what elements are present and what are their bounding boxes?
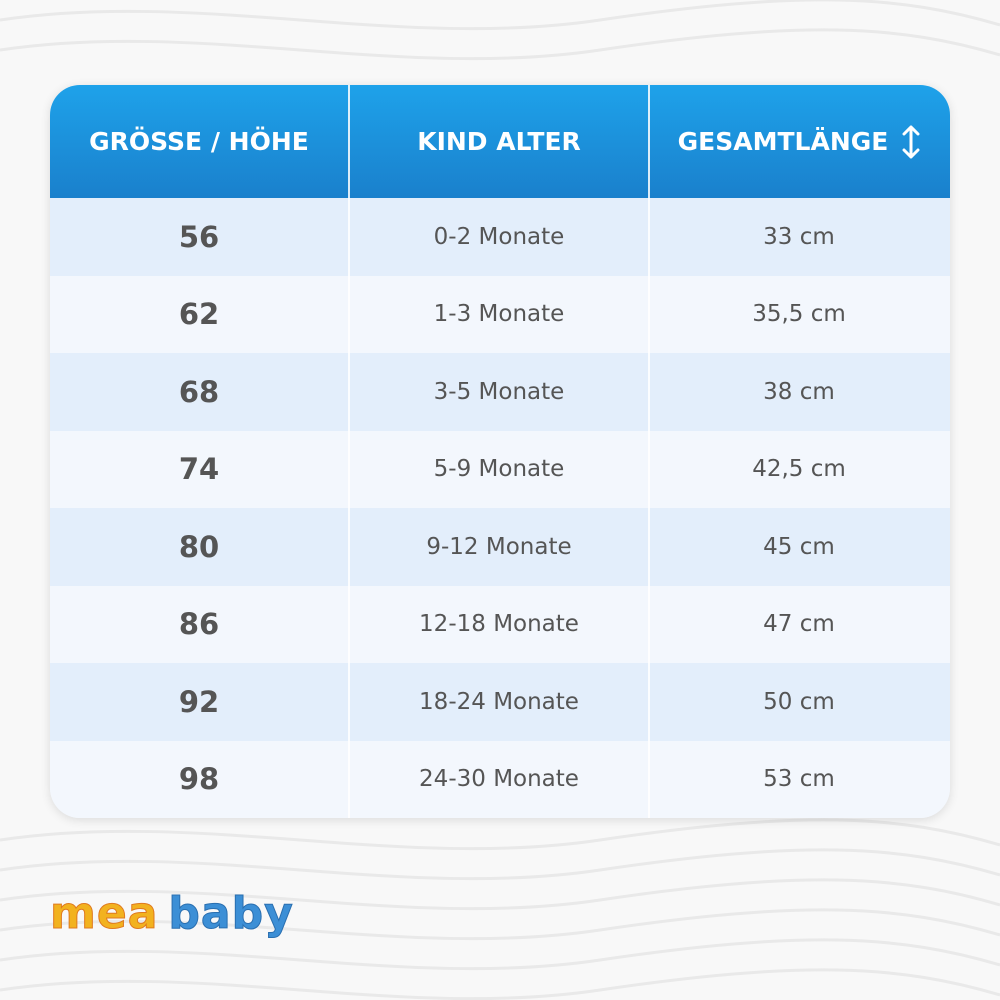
length-icon	[902, 125, 920, 158]
cell-text: 3-5 Monate	[433, 378, 565, 405]
cell-text: 1-3 Monate	[433, 301, 565, 328]
cell-text: 9-12 Monate	[426, 533, 572, 560]
cell-text: 80	[178, 529, 220, 564]
table-cell: 62	[50, 276, 348, 354]
table-cell: 35,5 cm	[650, 276, 948, 354]
table-row: 80 9-12 Monate 45 cm	[50, 508, 950, 586]
table-cell: 18-24 Monate	[350, 663, 648, 741]
cell-text: 56	[178, 219, 220, 254]
cell-text: 62	[178, 297, 220, 332]
cell-text: 12-18 Monate	[419, 611, 579, 638]
cell-text: 24-30 Monate	[419, 766, 579, 793]
table-cell: 86	[50, 586, 348, 664]
table-cell: 47 cm	[650, 586, 948, 664]
table-cell: 3-5 Monate	[350, 353, 648, 431]
cell-text: 45 cm	[763, 533, 835, 560]
cell-text: 98	[178, 762, 220, 797]
column-divider	[648, 85, 650, 818]
table-header: GRÖSSE / HÖHE KIND ALTER GESAMTLÄNGE	[50, 85, 950, 198]
table-row: 98 24-30 Monate 53 cm	[50, 740, 950, 819]
header-cell: KIND ALTER	[350, 85, 648, 198]
cell-text: 86	[178, 607, 220, 642]
cell-text: 18-24 Monate	[419, 688, 579, 715]
table-cell: 53 cm	[650, 741, 948, 819]
table-cell: 68	[50, 353, 348, 431]
header-text: GESAMTLÄNGE	[677, 127, 889, 156]
cell-text: 38 cm	[763, 378, 835, 405]
table-row: 86 12-18 Monate 47 cm	[50, 585, 950, 664]
cell-text: 92	[178, 684, 220, 719]
table-cell: 80	[50, 508, 348, 586]
cell-text: 33 cm	[763, 223, 835, 250]
table-cell: 0-2 Monate	[350, 198, 648, 276]
column-divider	[348, 85, 350, 818]
size-table: GRÖSSE / HÖHE KIND ALTER GESAMTLÄNGE 56 0…	[50, 85, 950, 818]
cell-text: 74	[178, 452, 220, 487]
table-row: 68 3-5 Monate 38 cm	[50, 353, 950, 431]
table-cell: 12-18 Monate	[350, 586, 648, 664]
logo-text: baby	[168, 888, 294, 940]
table-cell: 42,5 cm	[650, 431, 948, 509]
table-cell: 50 cm	[650, 663, 948, 741]
table-cell: 98	[50, 741, 348, 819]
header-cell: GRÖSSE / HÖHE	[50, 85, 348, 198]
cell-text: 35,5 cm	[752, 301, 846, 328]
table-row: 56 0-2 Monate 33 cm	[50, 198, 950, 276]
table-cell: 45 cm	[650, 508, 948, 586]
cell-text: 42,5 cm	[752, 456, 846, 483]
table-cell: 33 cm	[650, 198, 948, 276]
brand-logo: mea baby	[49, 888, 294, 940]
cell-text: 5-9 Monate	[433, 456, 565, 483]
table-row: 74 5-9 Monate 42,5 cm	[50, 430, 950, 509]
table-cell: 9-12 Monate	[350, 508, 648, 586]
table-row: 92 18-24 Monate 50 cm	[50, 663, 950, 741]
header-text: GRÖSSE / HÖHE	[89, 127, 309, 156]
cell-text: 47 cm	[763, 611, 835, 638]
table-row: 62 1-3 Monate 35,5 cm	[50, 275, 950, 354]
cell-text: 53 cm	[763, 766, 835, 793]
table-cell: 1-3 Monate	[350, 276, 648, 354]
table-cell: 92	[50, 663, 348, 741]
header-cell: GESAMTLÄNGE	[650, 85, 950, 198]
header-text: KIND ALTER	[417, 127, 581, 156]
table-cell: 56	[50, 198, 348, 276]
logo-text: mea	[49, 888, 159, 940]
cell-text: 0-2 Monate	[433, 223, 565, 250]
table-cell: 74	[50, 431, 348, 509]
cell-text: 68	[178, 374, 220, 409]
table-cell: 24-30 Monate	[350, 741, 648, 819]
table-cell: 38 cm	[650, 353, 948, 431]
cell-text: 50 cm	[763, 688, 835, 715]
table-cell: 5-9 Monate	[350, 431, 648, 509]
